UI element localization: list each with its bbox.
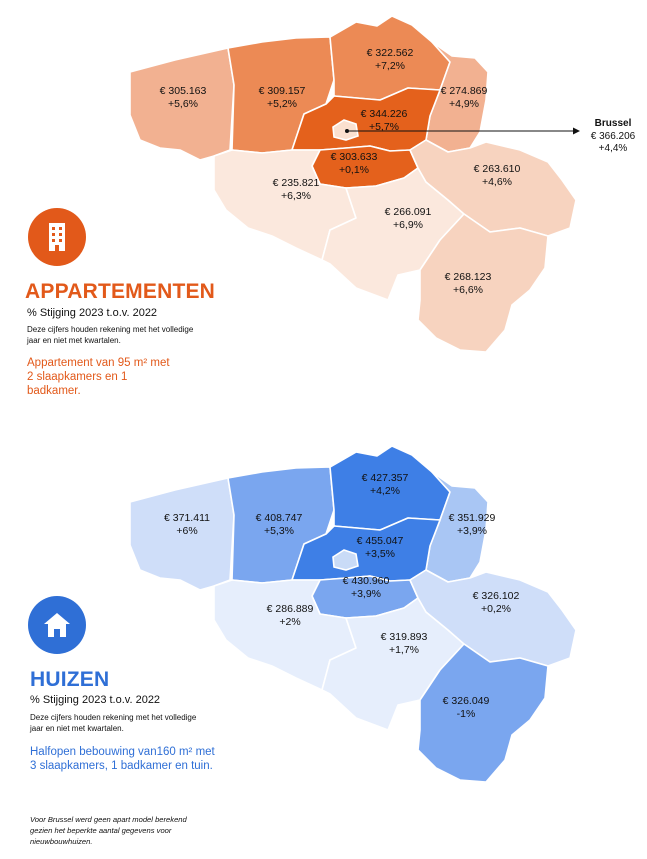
apartments-subtitle: % Stijging 2023 t.o.v. 2022	[27, 307, 158, 319]
change-west-vlaanderen: +5,6%	[167, 98, 199, 110]
value-label-limburg: € 351.929 +3,9%	[449, 512, 496, 538]
houses-title: HUIZEN	[30, 668, 110, 691]
value-label-luik: € 263.610 +4,6%	[474, 163, 521, 189]
change-west-vlaanderen: +6%	[176, 525, 198, 537]
house-icon	[28, 596, 86, 654]
change-henegouwen: +2%	[279, 616, 301, 628]
price-luxemburg: € 268.123	[444, 271, 492, 283]
change-limburg: +4,9%	[448, 98, 480, 110]
change-luik: +0,2%	[480, 603, 512, 615]
value-label-limburg: € 274.869 +4,9%	[441, 85, 488, 111]
apartments-note: Deze cijfers houden rekening met het vol…	[27, 325, 194, 345]
change-luik: +4,6%	[481, 176, 513, 188]
price-waals-brabant: € 303.633	[330, 151, 378, 163]
province-west-vlaanderen	[129, 47, 235, 161]
price-limburg: € 351.929	[448, 512, 496, 524]
apartment-building-icon	[28, 208, 86, 266]
change-limburg: +3,9%	[456, 525, 488, 537]
province-luxemburg	[417, 643, 549, 783]
price-antwerpen: € 427.357	[361, 472, 409, 484]
change-namen: +6,9%	[392, 219, 424, 231]
brussels-change: +4,4%	[598, 143, 628, 154]
apartments-map	[129, 15, 580, 353]
province-luik	[409, 139, 577, 237]
value-label-luik: € 326.102 +0,2%	[473, 590, 520, 616]
province-luik	[409, 569, 577, 667]
value-label-luxemburg: € 326.049 -1%	[443, 695, 490, 721]
value-label-west-vlaanderen: € 371.411 +6%	[164, 512, 210, 538]
change-luxemburg: +6,6%	[452, 284, 484, 296]
change-luxemburg: -1%	[456, 708, 476, 720]
change-namen: +1,7%	[388, 644, 420, 656]
value-label-henegouwen: € 235.821 +6,3%	[273, 177, 320, 203]
value-label-antwerpen: € 322.562 +7,2%	[367, 47, 414, 73]
price-waals-brabant: € 430.960	[342, 575, 390, 587]
change-antwerpen: +7,2%	[374, 60, 406, 72]
price-west-vlaanderen: € 371.411	[164, 512, 210, 524]
value-label-waals-brabant: € 303.633 +0,1%	[331, 151, 378, 177]
value-label-oost-vlaanderen: € 408.747 +5,3%	[256, 512, 303, 538]
change-oost-vlaanderen: +5,2%	[266, 98, 298, 110]
price-oost-vlaanderen: € 408.747	[255, 512, 303, 524]
price-luxemburg: € 326.049	[442, 695, 490, 707]
value-label-oost-vlaanderen: € 309.157 +5,2%	[259, 85, 306, 111]
price-oost-vlaanderen: € 309.157	[258, 85, 306, 97]
value-label-antwerpen: € 427.357 +4,2%	[362, 472, 409, 498]
houses-map	[129, 445, 577, 783]
price-vlaams-brabant: € 344.226	[360, 108, 408, 120]
change-vlaams-brabant: +3,5%	[364, 548, 396, 560]
province-brussel	[332, 549, 359, 571]
value-label-namen: € 266.091 +6,9%	[385, 206, 432, 232]
change-waals-brabant: +0,1%	[338, 164, 370, 176]
houses-footnote: Voor Brussel werd geen apart model berek…	[30, 815, 187, 846]
houses-spec: Halfopen bebouwing van160 m² met 3 slaap…	[30, 746, 215, 772]
price-namen: € 319.893	[380, 631, 428, 643]
price-henegouwen: € 286.889	[266, 603, 314, 615]
price-vlaams-brabant: € 455.047	[356, 535, 404, 547]
price-antwerpen: € 322.562	[366, 47, 414, 59]
value-label-henegouwen: € 286.889 +2%	[267, 603, 314, 629]
apartments-spec: Appartement van 95 m² met 2 slaapkamers …	[27, 357, 170, 397]
value-label-vlaams-brabant: € 344.226 +5,7%	[361, 108, 408, 134]
value-label-waals-brabant: € 430.960 +3,9%	[343, 575, 390, 601]
value-label-namen: € 319.893 +1,7%	[381, 631, 428, 657]
houses-subtitle: % Stijging 2023 t.o.v. 2022	[30, 694, 161, 706]
brussels-name: Brussel	[594, 118, 632, 129]
apartments-title: APPARTEMENTEN	[25, 280, 216, 303]
change-oost-vlaanderen: +5,3%	[263, 525, 295, 537]
price-limburg: € 274.869	[440, 85, 488, 97]
price-henegouwen: € 235.821	[272, 177, 320, 189]
value-label-luxemburg: € 268.123 +6,6%	[445, 271, 492, 297]
price-luik: € 326.102	[472, 590, 520, 602]
price-namen: € 266.091	[384, 206, 432, 218]
brussels-callout: Brussel € 366.206 +4,4%	[583, 118, 643, 156]
value-label-west-vlaanderen: € 305.163 +5,6%	[160, 85, 207, 111]
change-henegouwen: +6,3%	[280, 190, 312, 202]
houses-note: Deze cijfers houden rekening met het vol…	[30, 713, 197, 733]
brussels-price: € 366.206	[590, 130, 636, 142]
change-vlaams-brabant: +5,7%	[368, 121, 400, 133]
change-antwerpen: +4,2%	[369, 485, 401, 497]
province-luxemburg	[417, 213, 549, 353]
value-label-vlaams-brabant: € 455.047 +3,5%	[357, 535, 404, 561]
brussels-arrowhead	[573, 127, 580, 135]
price-west-vlaanderen: € 305.163	[159, 85, 207, 97]
change-waals-brabant: +3,9%	[350, 588, 382, 600]
price-luik: € 263.610	[473, 163, 521, 175]
province-west-vlaanderen	[129, 477, 235, 591]
